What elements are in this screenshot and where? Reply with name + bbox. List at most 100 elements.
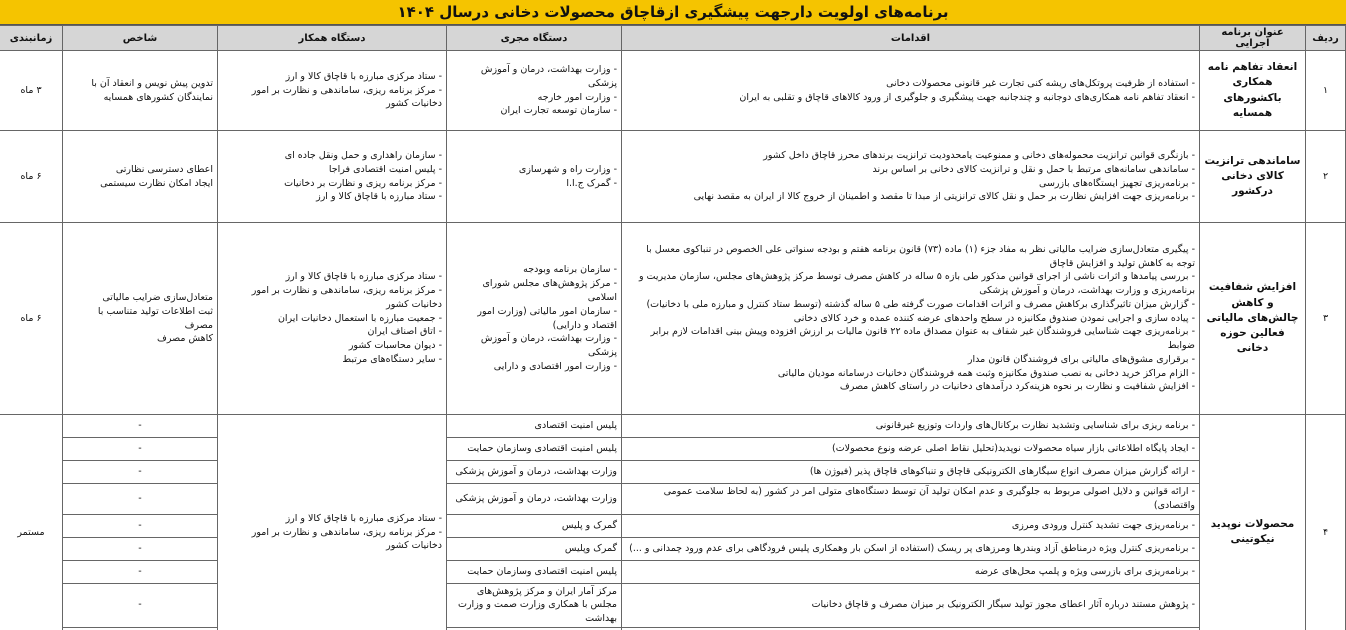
partners-cell: ستاد مرکزی مبارزه با قاچاق کالا و ارزمرک… [217, 222, 447, 415]
indicator-item: اعطای دسترسی نظارتی [115, 163, 213, 175]
column-header: شاخص [62, 25, 218, 51]
sub-row: برنامه‌های رسانه‌ای هشدار دهنده درباره خ… [0, 626, 1346, 630]
sub-row: ارائه قوانین و دلایل اصولی مربوط به جلوگ… [0, 483, 1346, 515]
indicator: - [62, 437, 218, 461]
indicator-item: ثبت اطلاعات تولید متناسب با مصرف [97, 305, 213, 331]
action-item: افزایش شفافیت و نظارت بر نحوه هزینه‌کرد … [626, 380, 1195, 394]
action-item: گزارش میزان تاثیرگذاری برکاهش مصرف و اثر… [626, 298, 1195, 312]
action-item: انعقاد تفاهم نامه همکاری‌های دوجانبه و چ… [626, 91, 1195, 105]
partner-item: اتاق اصناف ایران [222, 325, 442, 339]
indicator: - [62, 414, 218, 438]
actions-cell: استفاده از ظرفیت پروتکل‌های ریشه کنی تجا… [621, 50, 1200, 131]
action-item: ارائه قوانین و دلایل اصولی مربوط به جلوگ… [621, 483, 1200, 515]
action-item: برنامه‌ریزی کنترل ویژه درمناطق آزاد وبند… [621, 536, 1200, 561]
partner-item: سازمان راهداری و حمل ونقل جاده ای [222, 149, 442, 163]
program-title: افزایش شفافیت و کاهش چالش‌های مالیاتی فع… [1199, 222, 1306, 415]
action-item: پژوهش مستند درباره آثار اعطای مجوز تولید… [621, 582, 1200, 628]
partner-item: ستاد مرکزی مبارزه با قاچاق کالا و ارز [222, 270, 442, 284]
indicator: - [62, 513, 218, 538]
row-number: ۴ [1305, 414, 1346, 630]
executor-item: گمرک ج.ا.ا [451, 177, 617, 191]
partners-cell: سازمان راهداری و حمل ونقل جاده ایپلیس ام… [217, 130, 447, 223]
sub-row: برنامه‌ریزی برای بازرسی ویژه و پلمپ محل‌… [0, 559, 1346, 584]
program-row: ۱ انعقاد تفاهم نامه همکاری باکشورهای همسا… [0, 50, 1346, 131]
indicator: - [62, 582, 218, 628]
sub-row: ارائه گزارش میزان مصرف انواع سیگارهای ال… [0, 460, 1346, 484]
action-item: بررسی پیامدها و اثرات ناشی از اجرای قوان… [626, 270, 1195, 298]
timing: ۳ ماه [0, 50, 63, 131]
partner-item: جمعیت مبارزه با استعمال دخانیات ایران [222, 312, 442, 326]
action-item: بازنگری قوانین ترانزیت محموله‌های دخانی … [626, 149, 1195, 163]
action-item: برنامه‌ریزی جهت تشدید کنترل ورودی ومرزی [621, 513, 1200, 538]
page-title: برنامه‌های اولویت دارجهت پیشگیری ازقاچاق… [0, 0, 1346, 25]
action-item: برقراری مشوق‌های مالیاتی برای فروشندگان … [626, 353, 1195, 367]
sub-row: برنامه‌ریزی جهت تشدید کنترل ورودی ومرزیگ… [0, 513, 1346, 538]
partner-item: ستاد مرکزی مبارزه با قاچاق کالا و ارز [222, 512, 442, 526]
partner-item: مرکز برنامه ریزی، ساماندهی و نظارت بر ام… [222, 526, 442, 554]
indicators-cell: تدوین پیش نویس و انعقاد آن با نمایندگان … [62, 50, 218, 131]
executor: صداوسیما [446, 626, 622, 630]
program-title: انعقاد تفاهم نامه همکاری باکشورهای همسای… [1199, 50, 1306, 131]
program-row: ۳ افزایش شفافیت و کاهش چالش‌های مالیاتی ف… [0, 222, 1346, 415]
indicator: - [62, 626, 218, 630]
action-item: الزام مراکز خرید دخانی به نصب صندوق مکان… [626, 367, 1195, 381]
indicator: - [62, 536, 218, 561]
executor: وزارت بهداشت، درمان و آموزش پزشکی [446, 483, 622, 515]
column-header: دستگاه مجری [446, 25, 622, 51]
partner-item: دیوان محاسبات کشور [222, 339, 442, 353]
executor: مرکز آمار ایران و مرکز پژوهش‌های مجلس با… [446, 582, 622, 628]
executor: گمرک وپلیس [446, 536, 622, 561]
column-header: زمانبندی [0, 25, 63, 51]
action-item: برنامه‌ریزی برای بازرسی ویژه و پلمپ محل‌… [621, 559, 1200, 584]
header-row: ردیف عنوان برنامه اجرایی اقدامات دستگاه مجر… [0, 25, 1346, 51]
partner-item: مرکز برنامه ریزی، ساماندهی و نظارت بر ام… [222, 84, 442, 112]
executor-item: وزارت امور اقتصادی و دارایی [451, 360, 617, 374]
executor: وزارت بهداشت، درمان و آموزش پزشکی [446, 460, 622, 484]
column-header: ردیف [1305, 25, 1346, 51]
executor: گمرک و پلیس [446, 513, 622, 538]
action-item: ارائه گزارش میزان مصرف انواع سیگارهای ال… [621, 460, 1200, 484]
timing: مستمر [0, 414, 63, 630]
actions-cell: پیگیری متعادل‌سازی ضرایب مالیاتی نظر به … [621, 222, 1200, 415]
program-title: ساماندهی ترانزیت کالای دخانی درکشور [1199, 130, 1306, 223]
executor-item: وزارت امور خارجه [451, 91, 617, 105]
action-item: ساماندهی سامانه‌های مرتبط با حمل و نقل و… [626, 163, 1195, 177]
executors-cell: وزارت راه و شهرسازیگمرک ج.ا.ا [446, 130, 622, 223]
row-number: ۲ [1305, 130, 1346, 223]
executor-item: وزارت بهداشت، درمان و آموزش پزشکی [451, 332, 617, 360]
partner-item: ستاد مبارزه با قاچاق کالا و ارز [222, 190, 442, 204]
indicator-item: کاهش مصرف [157, 333, 213, 345]
action-item: برنامه‌های رسانه‌ای هشدار دهنده درباره خ… [621, 626, 1200, 630]
timing: ۶ ماه [0, 222, 63, 415]
action-item: پیاده سازی و اجرایی نمودن صندوق مکانیزه … [626, 312, 1195, 326]
column-header: دستگاه همکار [217, 25, 447, 51]
indicators-cell: اعطای دسترسی نظارتی ایجاد امکان نظارت سیس… [62, 130, 218, 223]
executor: پلیس امنیت اقتصادی وسازمان حمایت [446, 559, 622, 584]
program-table: ردیف عنوان برنامه اجرایی اقدامات دستگاه مجر… [0, 25, 1346, 630]
partner-item: ستاد مرکزی مبارزه با قاچاق کالا و ارز [222, 70, 442, 84]
sub-row: ایجاد پایگاه اطلاعاتی بازار سیاه محصولات… [0, 437, 1346, 461]
executor-item: سازمان توسعه تجارت ایران [451, 104, 617, 118]
executors-cell: وزارت بهداشت، درمان و آموزش پزشکیوزارت ا… [446, 50, 622, 131]
actions-cell: بازنگری قوانین ترانزیت محموله‌های دخانی … [621, 130, 1200, 223]
executor-item: سازمان امور مالیاتی (وزارت امور اقتصاد و… [451, 305, 617, 333]
indicator: - [62, 483, 218, 515]
row-number: ۳ [1305, 222, 1346, 415]
column-header: اقدامات [621, 25, 1200, 51]
action-item: پیگیری متعادل‌سازی ضرایب مالیاتی نظر به … [626, 243, 1195, 271]
partners-cell: ستاد مرکزی مبارزه با قاچاق کالا و ارزمرک… [217, 50, 447, 131]
sub-row: برنامه‌ریزی کنترل ویژه درمناطق آزاد وبند… [0, 536, 1346, 561]
indicator: - [62, 559, 218, 584]
table-head: ردیف عنوان برنامه اجرایی اقدامات دستگاه مجر… [0, 25, 1346, 51]
executor-item: مرکز پژوهش‌های مجلس شورای اسلامی [451, 277, 617, 305]
indicator-item: متعادل‌سازی ضرایب مالیاتی [102, 291, 213, 303]
action-item: استفاده از ظرفیت پروتکل‌های ریشه کنی تجا… [626, 77, 1195, 91]
indicator-item: تدوین پیش نویس و انعقاد آن با نمایندگان … [91, 77, 213, 103]
indicator-item: ایجاد امکان نظارت سیستمی [100, 177, 213, 189]
executors-cell: سازمان برنامه وبودجهمرکز پژوهش‌های مجلس … [446, 222, 622, 415]
partner-item: پلیس امنیت اقتصادی فراجا [222, 163, 442, 177]
